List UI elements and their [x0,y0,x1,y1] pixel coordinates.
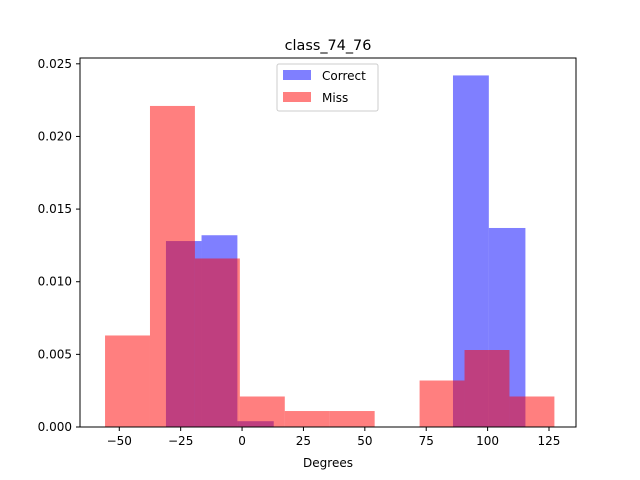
histogram-bar-miss-1 [149,105,195,427]
histogram-bar-miss-3 [239,396,285,427]
histogram-bar-miss-2 [194,258,240,427]
legend-swatch-miss [283,92,311,102]
histogram-bar-miss-5 [329,411,375,427]
x-axis: −50 −25 0 25 50 75 100 125 [107,427,561,448]
x-tick-label: 0 [238,434,246,448]
x-tick-label: 25 [296,434,311,448]
x-tick-label: −25 [168,434,193,448]
histogram-bar-miss-8 [464,350,510,427]
histogram-bar-miss-7 [419,380,465,427]
x-tick-label: 50 [357,434,372,448]
histogram-bar-miss-0 [105,335,150,427]
x-tick-label: −50 [107,434,132,448]
y-tick-label: 0.000 [38,420,72,434]
plot-frame [79,57,577,428]
legend-label-miss: Miss [322,91,348,105]
legend: Correct Miss [276,63,379,112]
y-tick-label: 0.020 [38,129,72,143]
bars-layer [105,75,555,427]
y-tick-label: 0.015 [38,202,72,216]
y-axis: 0.000 0.005 0.010 0.015 0.020 0.025 [38,57,80,434]
y-tick-label: 0.005 [38,347,72,361]
y-tick-label: 0.010 [38,275,72,289]
x-tick-label: 100 [476,434,499,448]
x-tick-label: 75 [419,434,434,448]
histogram-bar-miss-9 [509,396,555,427]
legend-swatch-correct [283,70,311,80]
x-tick-label: 125 [538,434,561,448]
y-tick-label: 0.025 [38,57,72,71]
histogram-bar-miss-4 [284,411,330,427]
x-axis-label: Degrees [303,456,353,470]
legend-label-correct: Correct [322,69,366,83]
chart-title: class_74_76 [285,38,372,54]
